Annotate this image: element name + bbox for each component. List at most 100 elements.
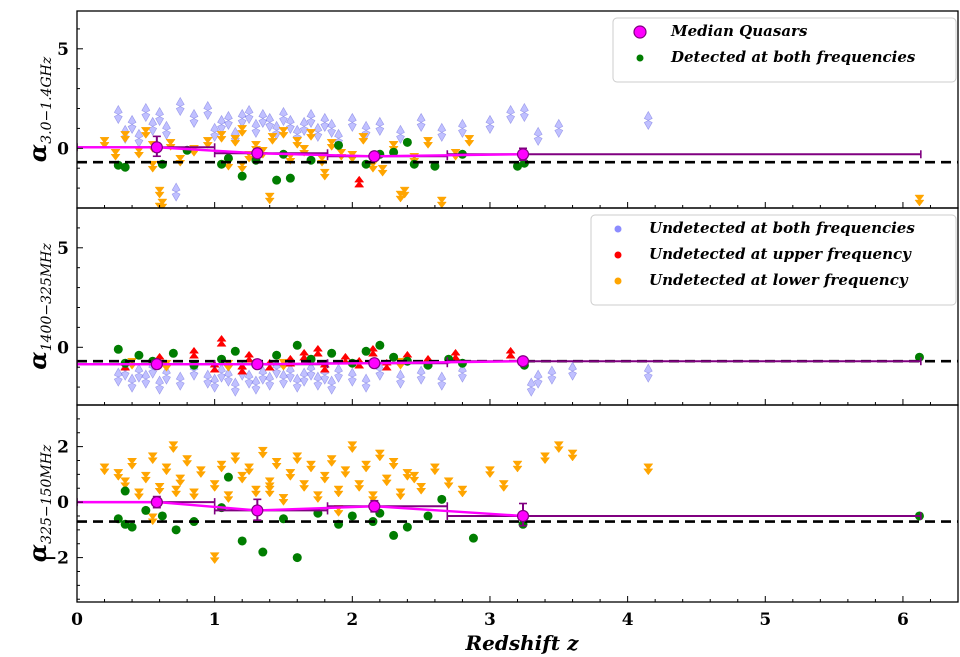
undetected-lower-point: [189, 488, 200, 501]
undetected-lower-point: [395, 190, 406, 203]
detected-both-point: [430, 161, 440, 171]
undetected-both-point: [127, 114, 137, 135]
undetected-lower-point: [209, 480, 220, 492]
detected-both-point: [389, 352, 399, 362]
detected-both-point: [513, 161, 522, 171]
undetected-lower-point: [154, 186, 165, 199]
undetected-lower-point: [333, 485, 344, 498]
detected-both-point: [120, 162, 130, 172]
undetected-both-point: [279, 106, 288, 127]
undetected-both-point: [224, 110, 233, 131]
undetected-lower-point: [264, 477, 275, 490]
undetected-lower-point: [354, 480, 365, 492]
undetected-both-point: [265, 112, 275, 133]
legend-box: [612, 17, 957, 83]
undetected-lower-point: [299, 480, 310, 492]
detected-both-point: [334, 140, 344, 150]
undetected-upper-point: [216, 334, 227, 347]
undetected-lower-point: [399, 186, 410, 199]
undetected-lower-point: [230, 452, 241, 465]
undetected-upper-point: [244, 350, 255, 363]
undetected-lower-point: [264, 192, 275, 205]
undetected-both-point: [375, 116, 385, 137]
undetected-lower-point: [110, 149, 121, 161]
undetected-both-point: [313, 122, 323, 142]
undetected-lower-point: [120, 131, 131, 143]
undetected-lower-point: [223, 491, 234, 503]
y-tick-label: 5: [57, 40, 69, 60]
legend-panel-1: Median Quasars Detected at both frequenci…: [612, 17, 957, 83]
undetected-lower-point: [402, 469, 413, 481]
undetected-both-point: [141, 102, 151, 123]
undetected-lower-point: [264, 485, 275, 498]
undetected-both-point: [113, 104, 123, 125]
legend-marker: [636, 54, 644, 62]
x-tick-label: 3: [484, 610, 496, 630]
undetected-both-point: [533, 126, 543, 146]
undetected-both-point: [485, 114, 495, 135]
legend-marker: [614, 251, 622, 259]
undetected-lower-point: [340, 466, 351, 479]
median-point: [251, 358, 264, 371]
detected-both-point: [230, 346, 240, 356]
undetected-upper-point: [312, 344, 323, 357]
legend-label: Undetected at both frequencies: [649, 219, 915, 237]
undetected-lower-point: [540, 452, 551, 465]
undetected-lower-point: [317, 154, 328, 167]
undetected-lower-point: [161, 463, 172, 476]
undetected-both-point: [244, 104, 254, 125]
y-axis-label: α3.0−1.4GHz: [23, 56, 55, 162]
undetected-both-point: [299, 116, 309, 137]
undetected-both-point: [306, 108, 316, 129]
undetected-both-point: [506, 104, 516, 125]
undetected-lower-point: [319, 168, 330, 181]
legend-marker: [614, 225, 622, 233]
legend-label: Median Quasars: [670, 22, 808, 40]
undetected-both-point: [643, 363, 653, 383]
undetected-upper-point: [189, 346, 200, 359]
legend-label: Undetected at lower frequency: [649, 271, 909, 289]
undetected-lower-point: [423, 137, 434, 149]
undetected-both-point: [334, 363, 343, 383]
undetected-lower-point: [237, 125, 248, 137]
undetected-both-point: [203, 100, 213, 121]
detected-both-point: [402, 137, 412, 147]
undetected-lower-point: [250, 485, 261, 498]
plot-area: [77, 96, 958, 208]
undetected-both-point: [285, 114, 295, 135]
undetected-lower-point: [395, 488, 406, 501]
detected-both-point: [292, 553, 302, 563]
undetected-lower-point: [216, 131, 227, 143]
undetected-lower-point: [171, 485, 182, 498]
undetected-lower-point: [326, 455, 337, 467]
undetected-lower-point: [127, 458, 138, 470]
undetected-upper-point: [505, 346, 516, 359]
undetected-both-point: [554, 118, 564, 139]
undetected-both-point: [437, 371, 447, 391]
undetected-lower-point: [464, 135, 475, 147]
undetected-lower-point: [312, 491, 323, 503]
panel-frame: [76, 404, 959, 603]
undetected-lower-point: [416, 482, 427, 495]
undetected-both-point: [237, 108, 247, 129]
undetected-both-point: [171, 182, 181, 202]
undetected-lower-point: [374, 449, 385, 462]
y-tick-label: −2: [43, 549, 69, 569]
legend-marker: [633, 25, 647, 39]
undetected-both-point: [134, 363, 144, 383]
undetected-both-point: [285, 363, 295, 383]
detected-both-point: [237, 171, 247, 181]
undetected-lower-point: [306, 460, 317, 473]
undetected-lower-point: [388, 458, 399, 470]
undetected-both-point: [210, 122, 220, 142]
median-point: [368, 500, 381, 513]
y-axis-label: α325−150MHz: [23, 444, 55, 562]
undetected-lower-point: [99, 137, 110, 149]
undetected-upper-point: [367, 344, 378, 357]
y-axis-label-main: α: [23, 351, 52, 369]
undetected-lower-point: [244, 463, 255, 476]
undetected-both-point: [313, 371, 323, 391]
detected-both-point: [437, 494, 447, 504]
